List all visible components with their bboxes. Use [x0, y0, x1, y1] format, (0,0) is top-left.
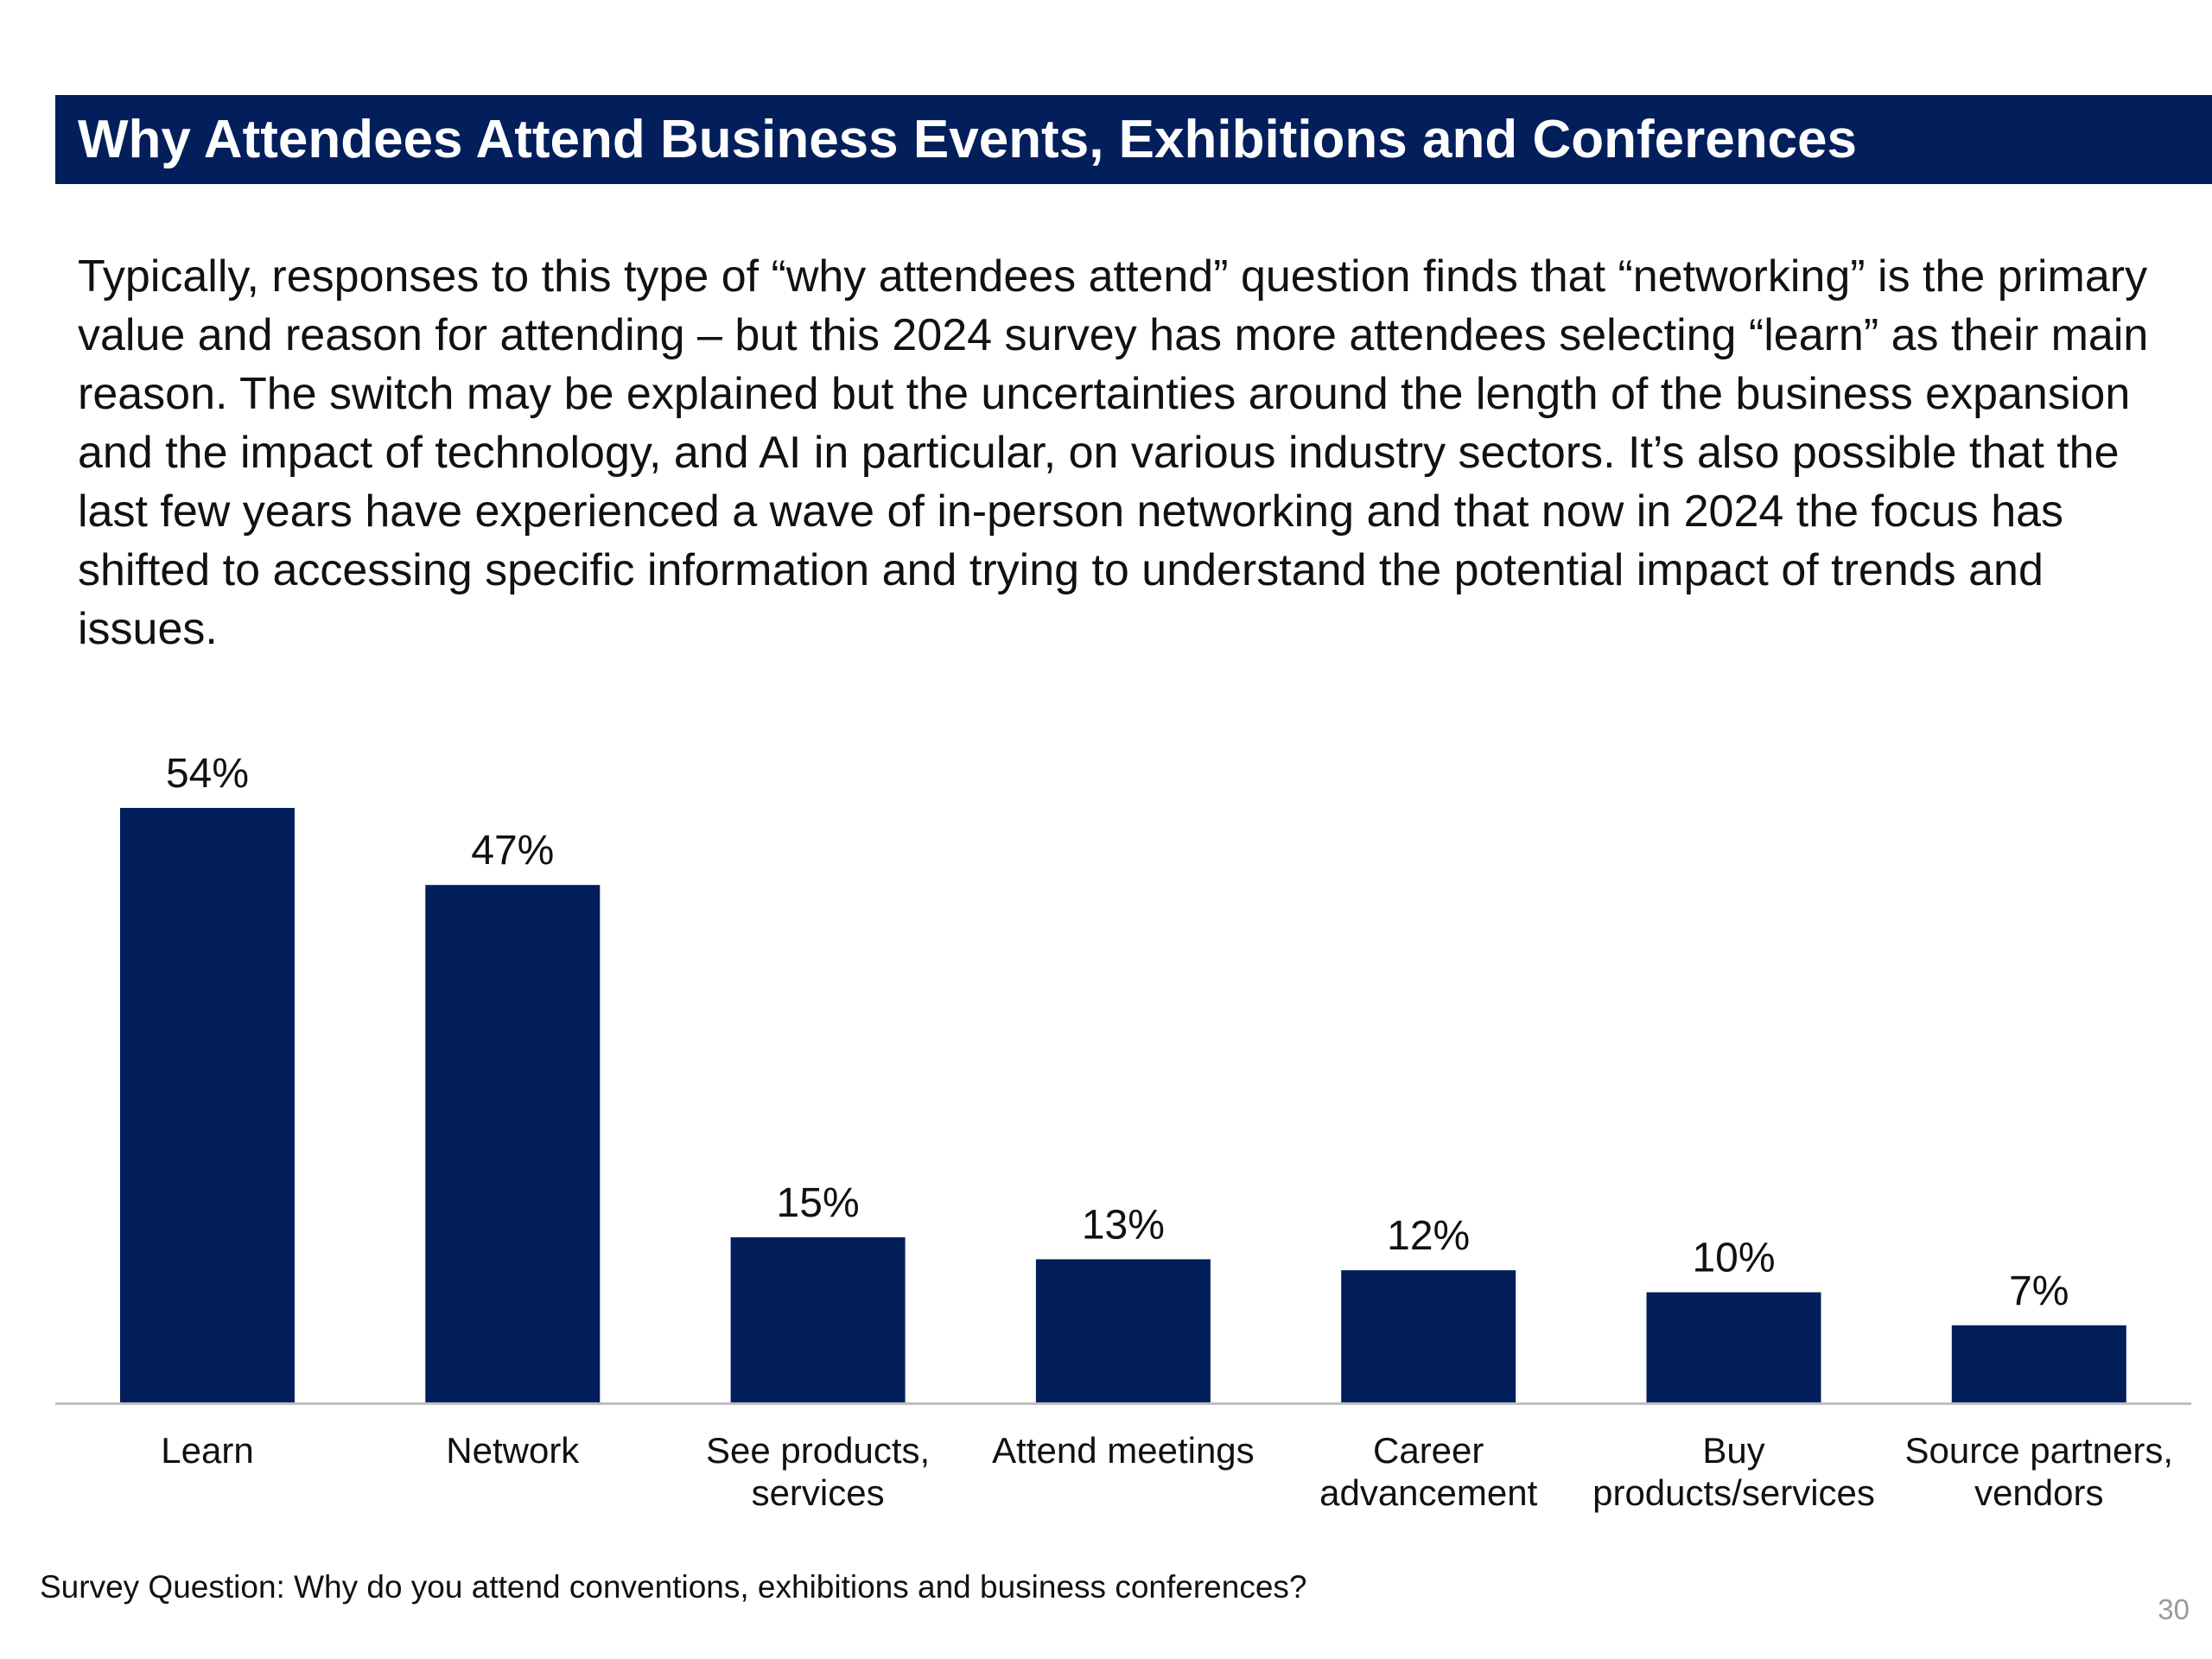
category-label: services	[752, 1472, 885, 1513]
category-label: Network	[446, 1430, 580, 1471]
bar-value-label: 54%	[166, 751, 249, 797]
bar	[1341, 1270, 1516, 1402]
value-label-group: 54% 47% 15% 13% 12% 10% 7%	[166, 751, 2069, 1314]
bar	[1951, 1325, 2126, 1402]
category-label: Source partners,	[1905, 1430, 2174, 1471]
bar-chart: 54% 47% 15% 13% 12% 10% 7% Learn Network See pro…	[55, 751, 2191, 1513]
category-label-group: Learn Network See products,services Attend …	[161, 1430, 2173, 1513]
category-label: See products,	[706, 1430, 930, 1471]
category-label: advancement	[1319, 1472, 1537, 1513]
bar-group	[120, 808, 2126, 1402]
bar-value-label: 12%	[1387, 1213, 1470, 1259]
body-paragraph: Typically, responses to this type of “wh…	[78, 251, 2149, 654]
title-bar: Why Attendees Attend Business Events, Ex…	[55, 95, 2212, 184]
bar-value-label: 15%	[777, 1180, 860, 1226]
category-label: vendors	[1974, 1472, 2103, 1513]
category-label: Buy	[1702, 1430, 1764, 1471]
bar-value-label: 47%	[471, 828, 554, 874]
page-number: 30	[2158, 1593, 2190, 1625]
bar-value-label: 13%	[1082, 1202, 1165, 1248]
bar	[120, 808, 295, 1402]
category-label: Learn	[161, 1430, 253, 1471]
bar	[425, 885, 601, 1402]
slide-title: Why Attendees Attend Business Events, Ex…	[78, 110, 1858, 169]
bar	[1646, 1292, 1821, 1402]
survey-footnote: Survey Question: Why do you attend conve…	[40, 1569, 1307, 1605]
category-label: Attend meetings	[992, 1430, 1255, 1471]
body-text: Typically, responses to this type of “wh…	[78, 247, 2169, 658]
bar-value-label: 10%	[1692, 1236, 1775, 1281]
bar-value-label: 7%	[2009, 1268, 2069, 1314]
category-label: Career	[1373, 1430, 1484, 1471]
category-label: products/services	[1592, 1472, 1875, 1513]
bar	[730, 1236, 906, 1402]
bar	[1035, 1259, 1211, 1402]
